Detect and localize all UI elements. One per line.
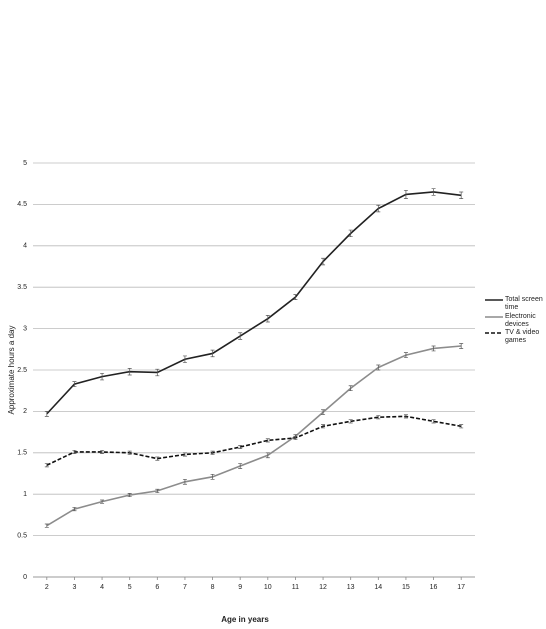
x-tick-label: 15 (402, 584, 410, 591)
error-bar (155, 368, 160, 377)
error-bar (403, 189, 408, 199)
error-bar (182, 478, 187, 485)
error-bar (127, 493, 132, 498)
error-bar (72, 507, 77, 512)
x-tick-label: 5 (128, 584, 132, 591)
y-tick-label: 1 (23, 491, 27, 498)
error-bar (155, 456, 160, 461)
y-tick-label: 1.5 (17, 450, 27, 457)
y-tick-label: 3 (23, 325, 27, 332)
error-bar (293, 435, 298, 440)
error-bar (431, 345, 436, 352)
error-bar (265, 452, 270, 459)
error-bar (100, 372, 105, 381)
legend-label: Total screen time (505, 296, 543, 311)
error-bar (127, 450, 132, 455)
error-bar (459, 424, 464, 429)
error-bar (376, 364, 381, 371)
error-bar (431, 188, 436, 196)
error-bar (238, 444, 243, 450)
error-bar (44, 523, 49, 528)
error-bar (376, 204, 381, 213)
x-axis-label: Age in years (221, 615, 269, 624)
x-tick-label: 8 (211, 584, 215, 591)
x-tick-label: 14 (374, 584, 382, 591)
x-tick-label: 9 (238, 584, 242, 591)
y-axis-label: Approximate hours a day (7, 326, 16, 415)
error-bar (403, 352, 408, 358)
error-bar (100, 499, 105, 504)
y-tick-label: 5 (23, 160, 27, 167)
x-tick-label: 4 (100, 584, 104, 591)
error-bar (238, 463, 243, 469)
error-bar (403, 414, 408, 419)
error-bar (376, 415, 381, 420)
error-bar (155, 488, 160, 493)
x-tick-label: 11 (292, 584, 299, 591)
x-tick-label: 3 (72, 584, 76, 591)
error-bar (348, 385, 353, 392)
y-tick-label: 4 (23, 243, 27, 250)
error-bar (72, 449, 77, 454)
error-bar (210, 450, 215, 455)
x-tick-label: 16 (430, 584, 438, 591)
error-bar (348, 419, 353, 424)
error-bar (44, 411, 49, 417)
error-bar (182, 355, 187, 363)
error-bar (100, 449, 105, 454)
error-bar (321, 257, 326, 266)
x-tick-label: 13 (347, 584, 355, 591)
legend-label: Electronic devices (505, 313, 536, 328)
error-bar (238, 332, 243, 340)
error-bar (459, 343, 464, 349)
error-bar (72, 381, 77, 387)
series-line (46, 345, 462, 527)
error-bar (210, 473, 215, 480)
error-bar (321, 409, 326, 416)
error-bar (293, 294, 298, 300)
series-line (46, 415, 462, 466)
error-bar (210, 349, 215, 358)
y-tick-label: 4.5 (17, 201, 27, 208)
error-bar (348, 229, 353, 238)
x-tick-label: 2 (45, 584, 49, 591)
x-tick-label: 10 (264, 584, 272, 591)
error-bar (44, 463, 49, 468)
error-bar (265, 315, 270, 323)
error-bar (265, 438, 270, 443)
error-bar (127, 367, 132, 376)
error-bar (321, 424, 326, 429)
error-bar (182, 452, 187, 457)
x-tick-label: 6 (155, 584, 159, 591)
y-tick-label: 0 (23, 574, 27, 581)
x-tick-label: 17 (457, 584, 465, 591)
y-tick-label: 3.5 (17, 284, 27, 291)
legend-label: TV & video games (505, 329, 540, 344)
x-tick-label: 7 (183, 584, 187, 591)
x-tick-label: 12 (319, 584, 327, 591)
error-bar (459, 191, 464, 199)
y-tick-label: 2 (23, 408, 27, 415)
error-bar (431, 419, 436, 424)
series-line (46, 191, 462, 415)
y-tick-label: 0.5 (17, 532, 27, 539)
y-tick-label: 2.5 (17, 367, 27, 374)
